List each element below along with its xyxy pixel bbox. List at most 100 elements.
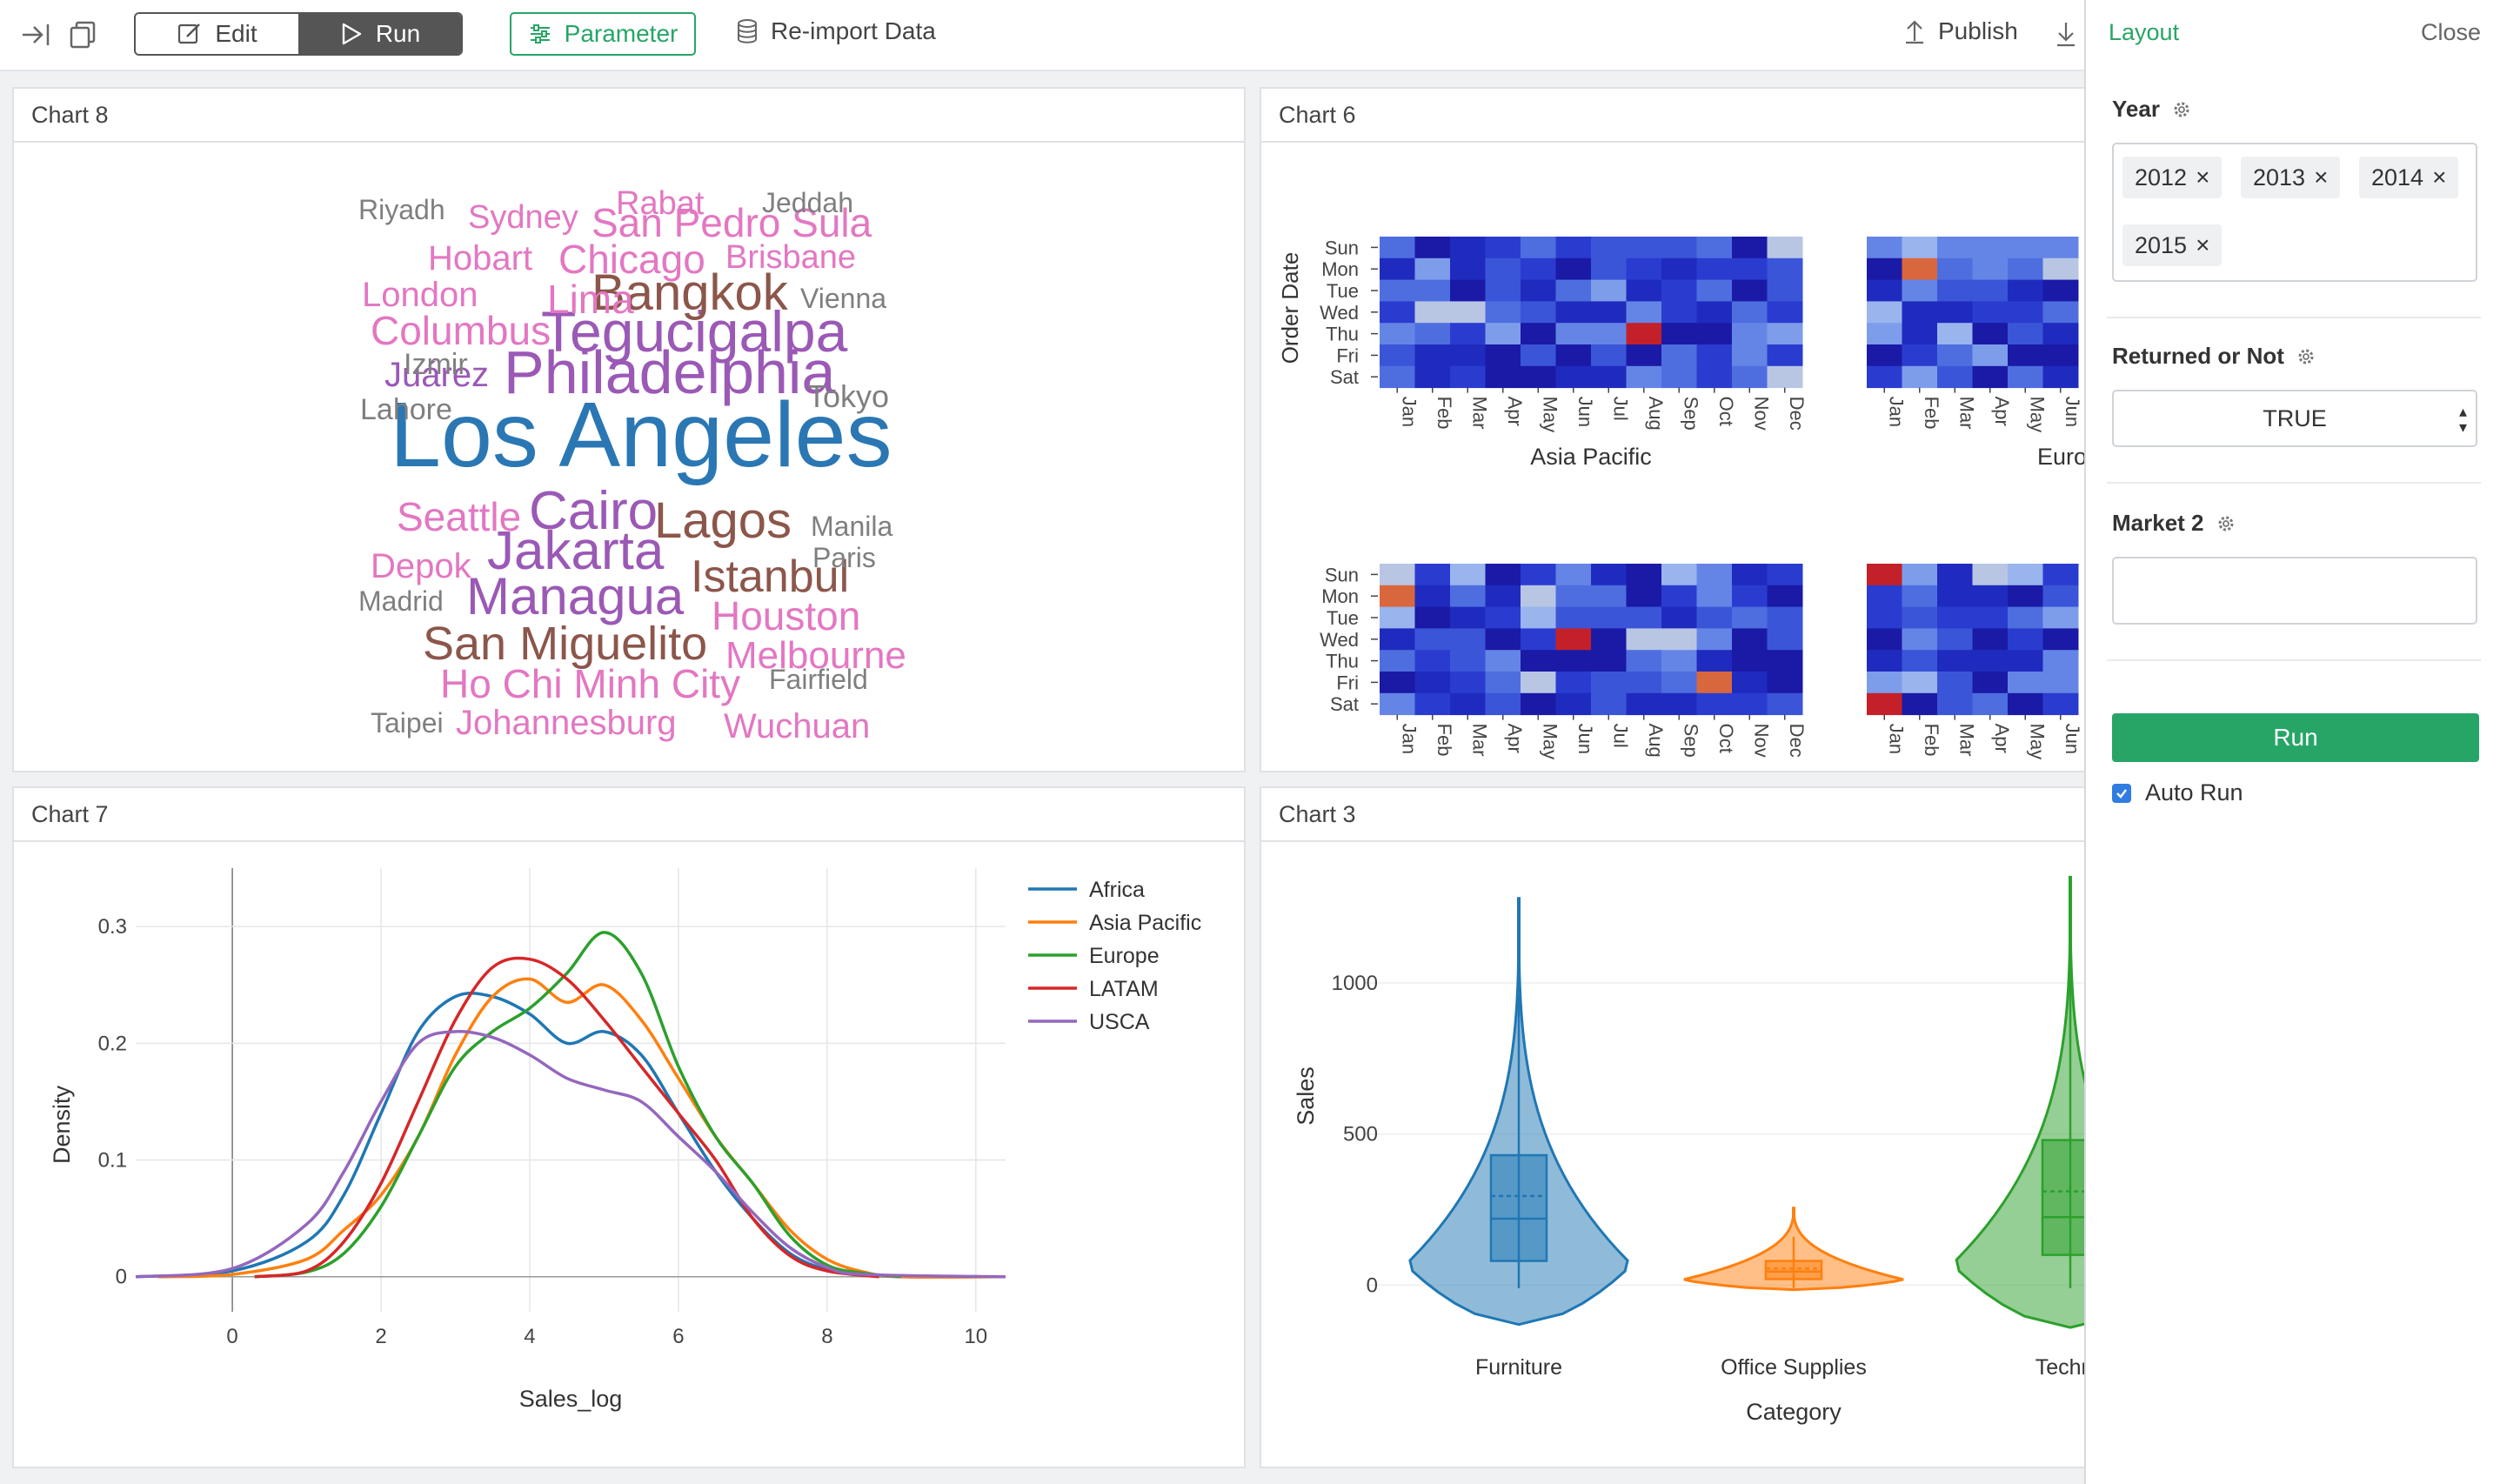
gear-icon[interactable] bbox=[2296, 347, 2316, 366]
heatmap-cell bbox=[1521, 237, 1556, 259]
heatmap-cell bbox=[1591, 323, 1627, 345]
heatmap-cell bbox=[1485, 257, 1521, 281]
remove-tag-icon[interactable]: × bbox=[2196, 164, 2210, 191]
heatmap-month-label: Aug bbox=[1645, 724, 1667, 758]
heatmap-cell bbox=[1661, 365, 1697, 389]
word-cloud-word: Jeddah bbox=[762, 187, 853, 218]
year-tag-label: 2013 bbox=[2253, 164, 2306, 191]
remove-tag-icon[interactable]: × bbox=[2432, 164, 2447, 191]
heatmap-cell bbox=[1972, 585, 2009, 608]
parameter-button[interactable]: Parameter bbox=[510, 12, 696, 56]
heatmap-cell bbox=[1767, 301, 1803, 324]
sidebar-title[interactable]: Layout bbox=[2109, 19, 2180, 45]
gear-icon[interactable] bbox=[2216, 514, 2236, 533]
gear-icon[interactable] bbox=[2172, 100, 2191, 119]
year-tag[interactable]: 2015 × bbox=[2122, 224, 2223, 266]
year-tag-label: 2015 bbox=[2135, 231, 2188, 258]
heatmap-cell bbox=[1626, 301, 1662, 324]
heatmap-cell bbox=[1902, 650, 1938, 672]
heatmap-cell bbox=[1626, 650, 1662, 672]
heatmap-day-label: Fri bbox=[1336, 344, 1359, 366]
run-mode-button[interactable]: Run bbox=[298, 14, 461, 54]
word-cloud-word: Depok bbox=[371, 547, 472, 585]
heatmap-cell bbox=[1972, 301, 2009, 324]
heatmap-cell bbox=[2042, 606, 2079, 629]
heatmap-cell bbox=[1450, 585, 1486, 608]
heatmap-cell bbox=[2008, 606, 2043, 629]
heatmap-cell bbox=[1626, 344, 1662, 367]
chart3-title: Chart 3 bbox=[1261, 788, 2128, 842]
heatmap-cell bbox=[1414, 237, 1451, 259]
remove-tag-icon[interactable]: × bbox=[2196, 231, 2210, 258]
heatmap-cell bbox=[1972, 323, 2009, 345]
close-button[interactable]: Close bbox=[2420, 19, 2481, 45]
heatmap-cell bbox=[1450, 606, 1486, 629]
heatmap-cell bbox=[1591, 628, 1627, 651]
heatmap-cell bbox=[1555, 344, 1592, 367]
heatmap-month-label: Jun bbox=[1574, 397, 1596, 427]
heatmap-cell bbox=[1485, 344, 1521, 367]
heatmap-cell bbox=[1555, 279, 1592, 302]
heatmap-cell bbox=[1661, 650, 1697, 672]
heatmap-cell bbox=[1450, 301, 1486, 324]
heatmap-cell bbox=[1380, 301, 1415, 324]
heatmap-cell bbox=[1591, 301, 1627, 324]
heatmap-cell bbox=[1937, 279, 1973, 302]
edit-button[interactable]: Edit bbox=[136, 14, 298, 54]
heatmap-cell bbox=[1521, 344, 1556, 367]
year-tag[interactable]: 2014 × bbox=[2359, 157, 2459, 198]
heatmap-month-label: Jan bbox=[1885, 397, 1907, 427]
legend-label: USCA bbox=[1089, 1010, 1150, 1034]
heatmap-cell bbox=[1937, 585, 1973, 608]
copy-icon[interactable] bbox=[66, 17, 101, 52]
auto-run-checkbox[interactable]: Auto Run bbox=[2112, 779, 2243, 806]
heatmap-cell bbox=[1591, 279, 1627, 302]
heatmap-cell bbox=[1450, 257, 1486, 281]
play-icon bbox=[342, 23, 362, 45]
heatmap-cell bbox=[2042, 323, 2079, 345]
heatmap-facet-label: Euro bbox=[2037, 444, 2087, 470]
heatmap-cell bbox=[1380, 279, 1415, 302]
heatmap-cell bbox=[1661, 279, 1697, 302]
heatmap-month-label: Apr bbox=[1991, 724, 2013, 753]
y-axis-label: Sales bbox=[1293, 1066, 1319, 1126]
heatmap-cell bbox=[2008, 257, 2043, 281]
x-tick-label: 4 bbox=[524, 1325, 535, 1348]
returned-select[interactable]: TRUE ▴ ▾ bbox=[2112, 390, 2477, 447]
heatmap-cell bbox=[1696, 628, 1733, 651]
heatmap-cell bbox=[1555, 257, 1592, 281]
heatmap-cell bbox=[1555, 301, 1592, 324]
market-input[interactable] bbox=[2112, 557, 2477, 625]
publish-button[interactable]: Publish bbox=[1903, 17, 2018, 45]
layout-sidebar: Layout Close Year 2012 × 2013 × 2014 × 2015… bbox=[2084, 0, 2500, 1484]
heatmap-month-label: Feb bbox=[1434, 724, 1455, 757]
heatmap-cell bbox=[1450, 628, 1486, 651]
year-tag[interactable]: 2013 × bbox=[2241, 157, 2341, 198]
reimport-button[interactable]: Re-import Data bbox=[736, 17, 936, 45]
collapse-panel-icon[interactable] bbox=[19, 17, 54, 52]
heatmap-cell bbox=[1414, 344, 1451, 367]
heatmap-cell bbox=[1696, 301, 1733, 324]
checkbox-checked-icon[interactable] bbox=[2112, 783, 2131, 803]
heatmap-cell bbox=[1521, 257, 1556, 281]
year-multiselect[interactable]: 2012 × 2013 × 2014 × 2015 × bbox=[2112, 143, 2477, 282]
heatmap-cell bbox=[1972, 628, 2009, 651]
heatmap-cell bbox=[1521, 672, 1556, 694]
heatmap-cell bbox=[1626, 279, 1662, 302]
heatmap-cell bbox=[1380, 344, 1415, 367]
select-arrows-icon: ▴ ▾ bbox=[2458, 403, 2467, 436]
heatmap-cell bbox=[1450, 323, 1486, 345]
run-button[interactable]: Run bbox=[2112, 713, 2479, 762]
heatmap-cell bbox=[1937, 323, 1973, 345]
run-mode-label: Run bbox=[375, 20, 421, 47]
year-tag[interactable]: 2012 × bbox=[2122, 157, 2223, 198]
heatmap-day-label: Sat bbox=[1330, 693, 1359, 715]
heatmap-month-label: Feb bbox=[1921, 397, 1942, 430]
density-series-line bbox=[254, 956, 879, 1279]
word-cloud-word: Lahore bbox=[360, 393, 452, 426]
x-axis-label: Sales_log bbox=[519, 1386, 623, 1412]
heatmap-cell bbox=[2042, 301, 2079, 324]
download-icon[interactable] bbox=[2055, 21, 2077, 47]
y-tick-label: 0 bbox=[116, 1266, 127, 1289]
remove-tag-icon[interactable]: × bbox=[2314, 164, 2329, 191]
